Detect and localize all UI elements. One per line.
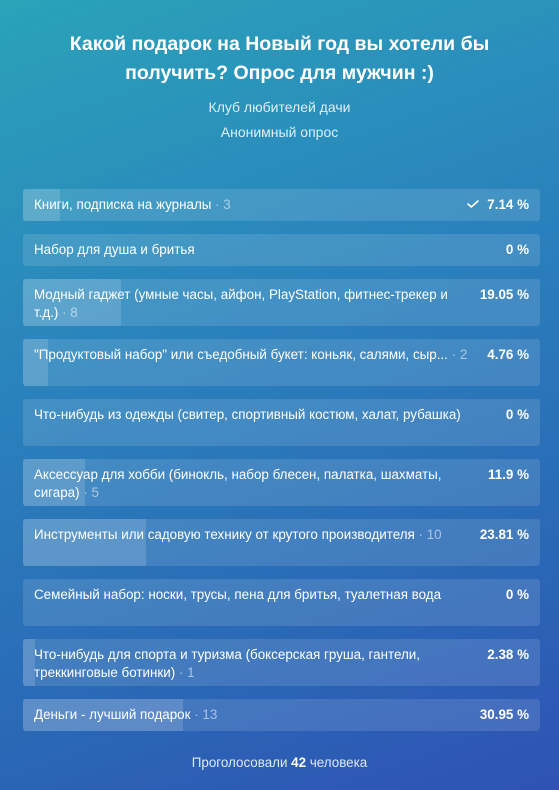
poll-option[interactable]: Аксессуар для хобби (бинокль, набор блес… xyxy=(23,459,540,506)
option-label: Инструменты или садовую технику от круто… xyxy=(34,527,415,542)
option-label: Набор для душа и бритья xyxy=(34,242,195,257)
poll-total-votes[interactable]: Проголосовали 42 человека xyxy=(0,755,559,770)
option-result-bar xyxy=(23,189,60,221)
option-result-bar xyxy=(23,639,36,686)
poll-option[interactable]: Инструменты или садовую технику от круто… xyxy=(23,519,540,566)
option-percent: 30.95 % xyxy=(479,707,529,722)
poll-community-name[interactable]: Клуб любителей дачи xyxy=(208,99,351,115)
poll-option[interactable]: Что-нибудь из одежды (свитер, спортивный… xyxy=(23,399,540,446)
option-label: Аксессуар для хобби (бинокль, набор блес… xyxy=(34,467,442,500)
poll-option[interactable]: Книги, подписка на журналы · 3 7.14 % xyxy=(23,189,540,221)
check-icon xyxy=(467,200,480,208)
poll-title: Какой подарок на Новый год вы хотели бы … xyxy=(69,33,490,84)
option-result-bar xyxy=(23,459,85,506)
poll-option[interactable]: Деньги - лучший подарок · 13 30.95 % xyxy=(23,699,540,731)
option-result-bar xyxy=(23,279,122,326)
option-label: Модный гаджет (умные часы, айфон, PlaySt… xyxy=(34,287,448,320)
option-result-bar xyxy=(23,519,147,566)
option-vote-count: · 5 xyxy=(83,485,99,500)
option-percent: 4.76 % xyxy=(487,347,529,362)
total-votes-prefix: Проголосовали xyxy=(191,755,288,770)
option-percent: 23.81 % xyxy=(479,527,529,542)
option-percent: 0 % xyxy=(505,242,529,257)
poll-option[interactable]: Семейный набор: носки, трусы, пена для б… xyxy=(23,579,540,626)
total-votes-suffix: человека xyxy=(309,755,368,770)
option-label: Что-нибудь для спорта и туризма (боксерс… xyxy=(34,647,420,680)
option-result-bar xyxy=(23,699,183,731)
option-percent: 7.14 % xyxy=(487,197,529,212)
poll-type: Анонимный опрос xyxy=(220,124,339,140)
option-vote-count: · 8 xyxy=(62,305,78,320)
option-vote-count: · 13 xyxy=(194,707,218,722)
poll-option[interactable]: Модный гаджет (умные часы, айфон, PlaySt… xyxy=(23,279,540,326)
poll-option[interactable]: Набор для душа и бритья 0 % xyxy=(23,234,540,266)
option-percent: 11.9 % xyxy=(488,467,529,482)
option-label: Деньги - лучший подарок xyxy=(34,707,191,722)
option-percent: 0 % xyxy=(505,587,529,602)
option-percent: 19.05 % xyxy=(479,287,529,302)
poll-option[interactable]: Что-нибудь для спорта и туризма (боксерс… xyxy=(23,639,540,686)
poll-option[interactable]: "Продуктовый набор" или съедобный букет:… xyxy=(23,339,540,386)
option-label: Книги, подписка на журналы xyxy=(34,197,212,212)
option-label: "Продуктовый набор" или съедобный букет:… xyxy=(34,347,448,362)
total-votes-count: 42 xyxy=(291,755,307,770)
option-vote-count: · 10 xyxy=(418,527,442,542)
option-label: Семейный набор: носки, трусы, пена для б… xyxy=(34,587,442,602)
option-label: Что-нибудь из одежды (свитер, спортивный… xyxy=(34,407,461,422)
option-result-bar xyxy=(23,339,48,386)
option-percent: 2.38 % xyxy=(487,647,529,662)
poll-options: Книги, подписка на журналы · 3 7.14 % На… xyxy=(23,189,540,744)
option-vote-count: · 1 xyxy=(178,665,195,680)
option-percent: 0 % xyxy=(505,407,529,422)
option-vote-count: · 3 xyxy=(215,197,231,212)
option-vote-count: · 2 xyxy=(451,347,468,362)
